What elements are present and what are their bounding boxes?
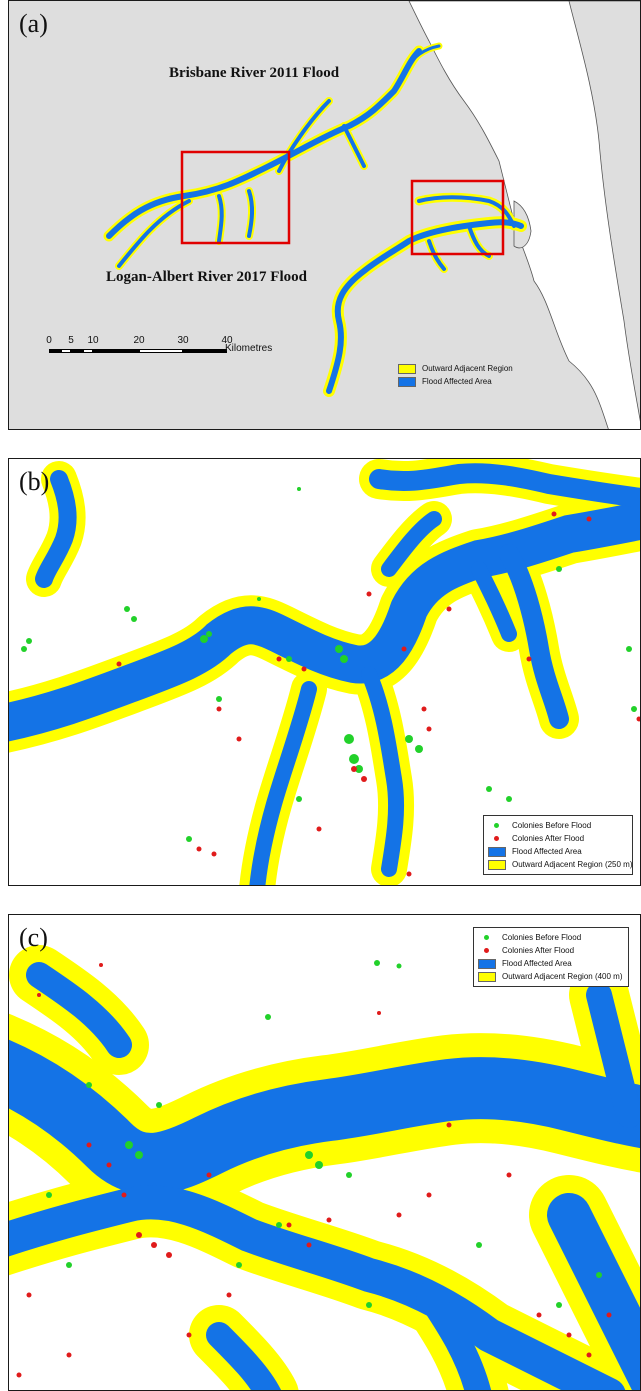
scale-tick-label: 5 xyxy=(68,335,74,346)
panel-b-label: (b) xyxy=(19,467,50,496)
brisbane-flood-area xyxy=(103,42,443,270)
legend-swatch xyxy=(478,971,496,982)
legend-swatch xyxy=(484,948,489,953)
legend-item: Colonies Before Flood xyxy=(488,819,628,832)
panel-c-legend: Colonies Before Flood Colonies After Flo… xyxy=(473,927,629,987)
legend-label: Outward Adjacent Region (250 m) xyxy=(512,860,633,869)
panel-a-legend: Outward Adjacent Region Flood Affected A… xyxy=(394,359,544,391)
scale-unit: Kilometres xyxy=(225,343,273,354)
panel-a-label: (a) xyxy=(19,9,48,38)
legend-item: Outward Adjacent Region (400 m) xyxy=(478,970,624,983)
legend-label: Outward Adjacent Region (400 m) xyxy=(502,972,623,981)
brisbane-detail-canvas xyxy=(9,459,640,885)
scale-segment xyxy=(83,349,93,353)
panel-c-logan-detail-map: (c) Colonies Before Flood Colonies After… xyxy=(8,914,641,1391)
colony-before-points xyxy=(21,487,637,842)
panel-a-overview-map: (a) Brisbane River 2011 Flood Logan-Albe… xyxy=(8,0,641,430)
legend-item: Flood Affected Area xyxy=(398,375,540,388)
flood-affected-zone xyxy=(9,463,640,885)
legend-swatch xyxy=(478,958,496,969)
logan-albert-flood-area xyxy=(323,192,527,397)
scale-segment xyxy=(139,349,183,353)
legend-swatch xyxy=(494,823,499,828)
legend-label: Outward Adjacent Region xyxy=(422,364,513,373)
brisbane-flood-title: Brisbane River 2011 Flood xyxy=(169,65,340,81)
legend-swatch xyxy=(484,935,489,940)
colony-after-points xyxy=(16,963,612,1378)
scale-tick-label: 10 xyxy=(87,335,99,346)
legend-swatch xyxy=(494,836,499,841)
scale-segment xyxy=(61,349,71,353)
logan-detail-canvas xyxy=(9,945,640,1390)
scale-tick-label: 20 xyxy=(133,335,145,346)
scale-tick-label: 30 xyxy=(177,335,189,346)
legend-swatch xyxy=(488,859,506,870)
legend-label: Flood Affected Area xyxy=(512,847,582,856)
legend-item: Outward Adjacent Region xyxy=(398,362,540,375)
colony-before-points xyxy=(46,960,602,1308)
scale-tick-label: 0 xyxy=(46,335,52,346)
logan-albert-flood-title: Logan-Albert River 2017 Flood xyxy=(106,269,307,285)
legend-item: Colonies After Flood xyxy=(488,832,628,845)
legend-item: Colonies Before Flood xyxy=(478,931,624,944)
legend-item: Flood Affected Area xyxy=(488,845,628,858)
study-extent-box-brisbane xyxy=(180,150,291,245)
legend-item: Flood Affected Area xyxy=(478,957,624,970)
flood-affected-zone xyxy=(9,962,640,1390)
study-extent-box-logan xyxy=(410,179,505,256)
legend-label: Flood Affected Area xyxy=(502,959,572,968)
legend-swatch xyxy=(488,846,506,857)
legend-label: Flood Affected Area xyxy=(422,377,492,386)
legend-swatch xyxy=(398,363,416,374)
panel-c-label: (c) xyxy=(19,923,48,952)
overview-map-canvas xyxy=(103,1,640,429)
legend-label: Colonies Before Flood xyxy=(512,821,592,830)
scale-bar: 0 5 10 20 30 40 Kilometres xyxy=(46,335,289,365)
legend-label: Colonies After Flood xyxy=(512,834,585,843)
scale-tick-label: 40 xyxy=(221,335,233,346)
legend-item: Outward Adjacent Region (250 m) xyxy=(488,858,633,871)
island-shape xyxy=(568,1,640,422)
scale-segment xyxy=(93,349,139,353)
legend-label: Colonies Before Flood xyxy=(502,933,582,942)
scale-segment xyxy=(71,349,83,353)
legend-swatch xyxy=(398,376,416,387)
legend-item: Colonies After Flood xyxy=(478,944,624,957)
colony-after-points xyxy=(116,511,640,877)
scale-segment xyxy=(49,349,61,353)
scale-segment xyxy=(183,349,227,353)
panel-b-brisbane-detail-map: (b) Colonies Before Flood Colonies After… xyxy=(8,458,641,886)
legend-label: Colonies After Flood xyxy=(502,946,575,955)
panel-b-legend: Colonies Before Flood Colonies After Flo… xyxy=(483,815,633,875)
